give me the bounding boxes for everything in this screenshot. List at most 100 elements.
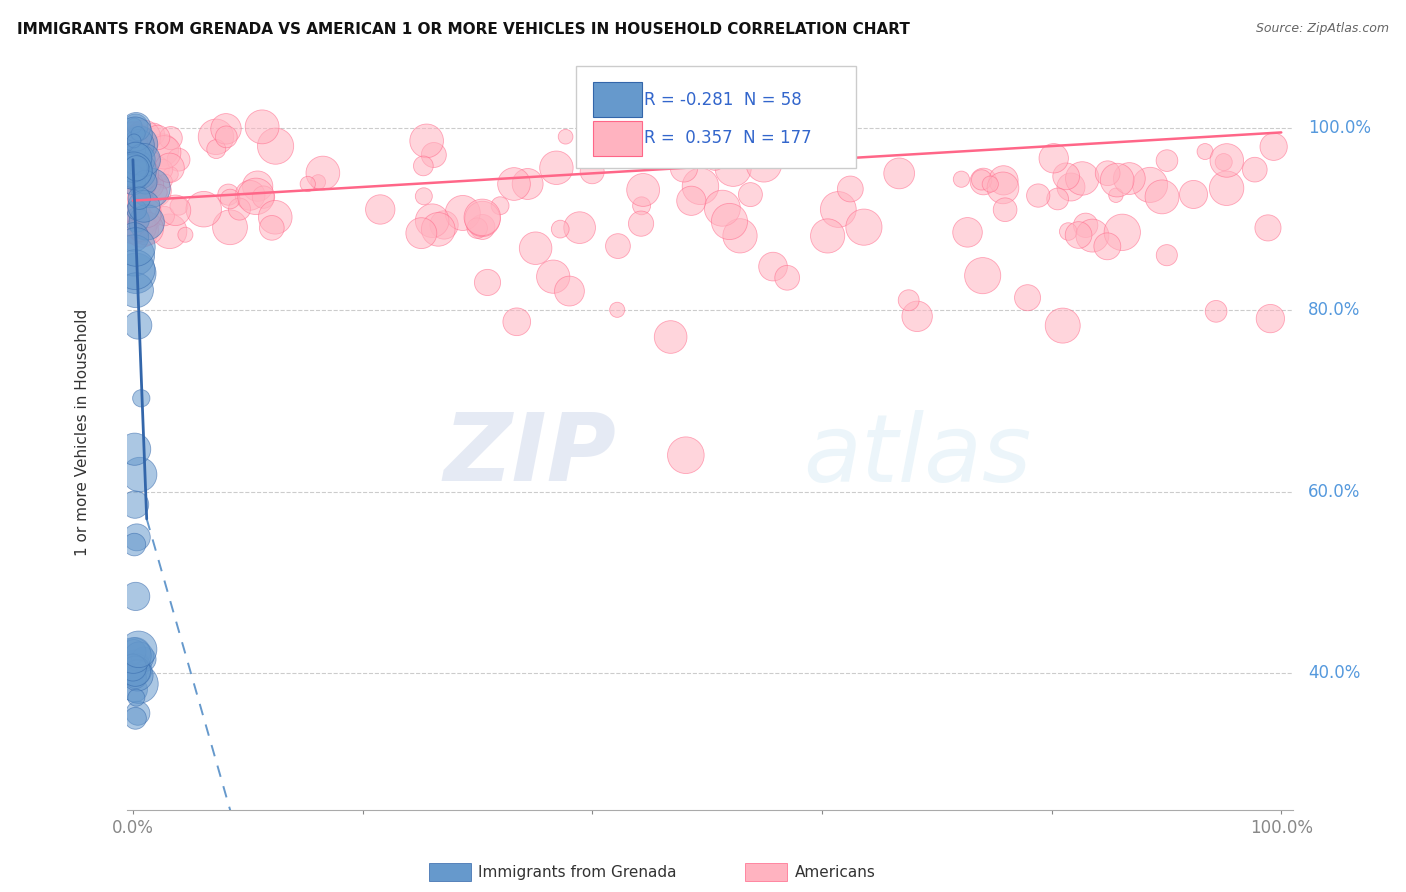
Text: 60.0%: 60.0%: [1308, 483, 1360, 500]
Point: [124, 163, 146, 178]
Point: [740, 187, 762, 202]
Point: [506, 315, 529, 329]
Point: [127, 318, 149, 333]
Point: [124, 127, 146, 141]
Point: [124, 186, 146, 200]
Point: [129, 166, 152, 180]
Point: [1046, 192, 1069, 206]
Point: [131, 162, 153, 177]
Point: [516, 177, 538, 191]
Point: [1097, 166, 1119, 180]
Point: [142, 128, 165, 142]
Point: [125, 590, 148, 604]
Point: [125, 161, 148, 176]
Text: Source: ZipAtlas.com: Source: ZipAtlas.com: [1256, 22, 1389, 36]
Point: [711, 201, 734, 215]
Point: [1074, 219, 1097, 233]
Point: [219, 220, 242, 235]
Point: [905, 310, 928, 324]
Point: [125, 690, 148, 705]
Point: [297, 177, 319, 191]
Point: [122, 163, 145, 178]
Point: [558, 284, 581, 298]
Point: [675, 448, 697, 462]
Point: [979, 177, 1001, 191]
Point: [718, 214, 741, 228]
Point: [659, 330, 682, 344]
Point: [132, 199, 155, 213]
Point: [728, 228, 751, 243]
Point: [1194, 145, 1216, 159]
Point: [141, 136, 163, 150]
Point: [129, 175, 152, 189]
Point: [124, 119, 146, 133]
Point: [776, 270, 799, 285]
Point: [124, 538, 146, 552]
FancyBboxPatch shape: [576, 67, 856, 169]
FancyBboxPatch shape: [593, 82, 643, 117]
Point: [307, 175, 329, 189]
Point: [124, 711, 146, 725]
Point: [541, 269, 564, 284]
Point: [972, 174, 994, 188]
Point: [129, 392, 152, 406]
Point: [1182, 187, 1205, 202]
Point: [124, 498, 146, 512]
Point: [1054, 169, 1077, 184]
Text: 80.0%: 80.0%: [1308, 301, 1360, 318]
Text: Americans: Americans: [794, 865, 876, 880]
Point: [1156, 248, 1178, 262]
Point: [568, 220, 591, 235]
Point: [681, 194, 703, 208]
Point: [122, 169, 145, 183]
Point: [994, 202, 1017, 217]
FancyBboxPatch shape: [593, 120, 643, 155]
Point: [125, 152, 148, 166]
Point: [135, 211, 157, 225]
Point: [125, 120, 148, 134]
Point: [451, 206, 474, 220]
Point: [122, 134, 145, 148]
Point: [1215, 181, 1237, 195]
Point: [991, 181, 1014, 195]
Point: [132, 652, 155, 666]
Point: [134, 175, 156, 189]
Point: [127, 166, 149, 180]
Point: [1216, 153, 1239, 168]
Point: [125, 144, 148, 158]
Point: [174, 227, 197, 242]
Text: 1 or more Vehicles in Household: 1 or more Vehicles in Household: [76, 309, 90, 556]
Point: [1260, 311, 1282, 326]
Point: [125, 530, 148, 544]
Point: [127, 706, 149, 721]
Point: [1057, 225, 1080, 239]
Point: [122, 169, 145, 183]
Point: [548, 222, 571, 236]
Point: [128, 191, 150, 205]
Point: [128, 172, 150, 186]
Point: [143, 184, 166, 198]
Point: [827, 202, 849, 217]
Point: [131, 223, 153, 237]
Point: [125, 136, 148, 150]
Point: [148, 186, 170, 200]
Point: [581, 165, 603, 179]
Point: [827, 136, 849, 151]
Point: [1097, 239, 1119, 253]
Point: [138, 178, 160, 192]
Point: [993, 173, 1015, 187]
Point: [122, 248, 145, 262]
Point: [423, 148, 446, 162]
Point: [128, 137, 150, 152]
Point: [167, 199, 190, 213]
Point: [122, 188, 145, 202]
Point: [762, 260, 785, 274]
Point: [839, 182, 862, 196]
Point: [125, 283, 148, 297]
Point: [159, 224, 181, 238]
Point: [477, 276, 499, 290]
Point: [1060, 180, 1083, 194]
Point: [606, 302, 628, 317]
Point: [489, 199, 512, 213]
Point: [970, 173, 993, 187]
